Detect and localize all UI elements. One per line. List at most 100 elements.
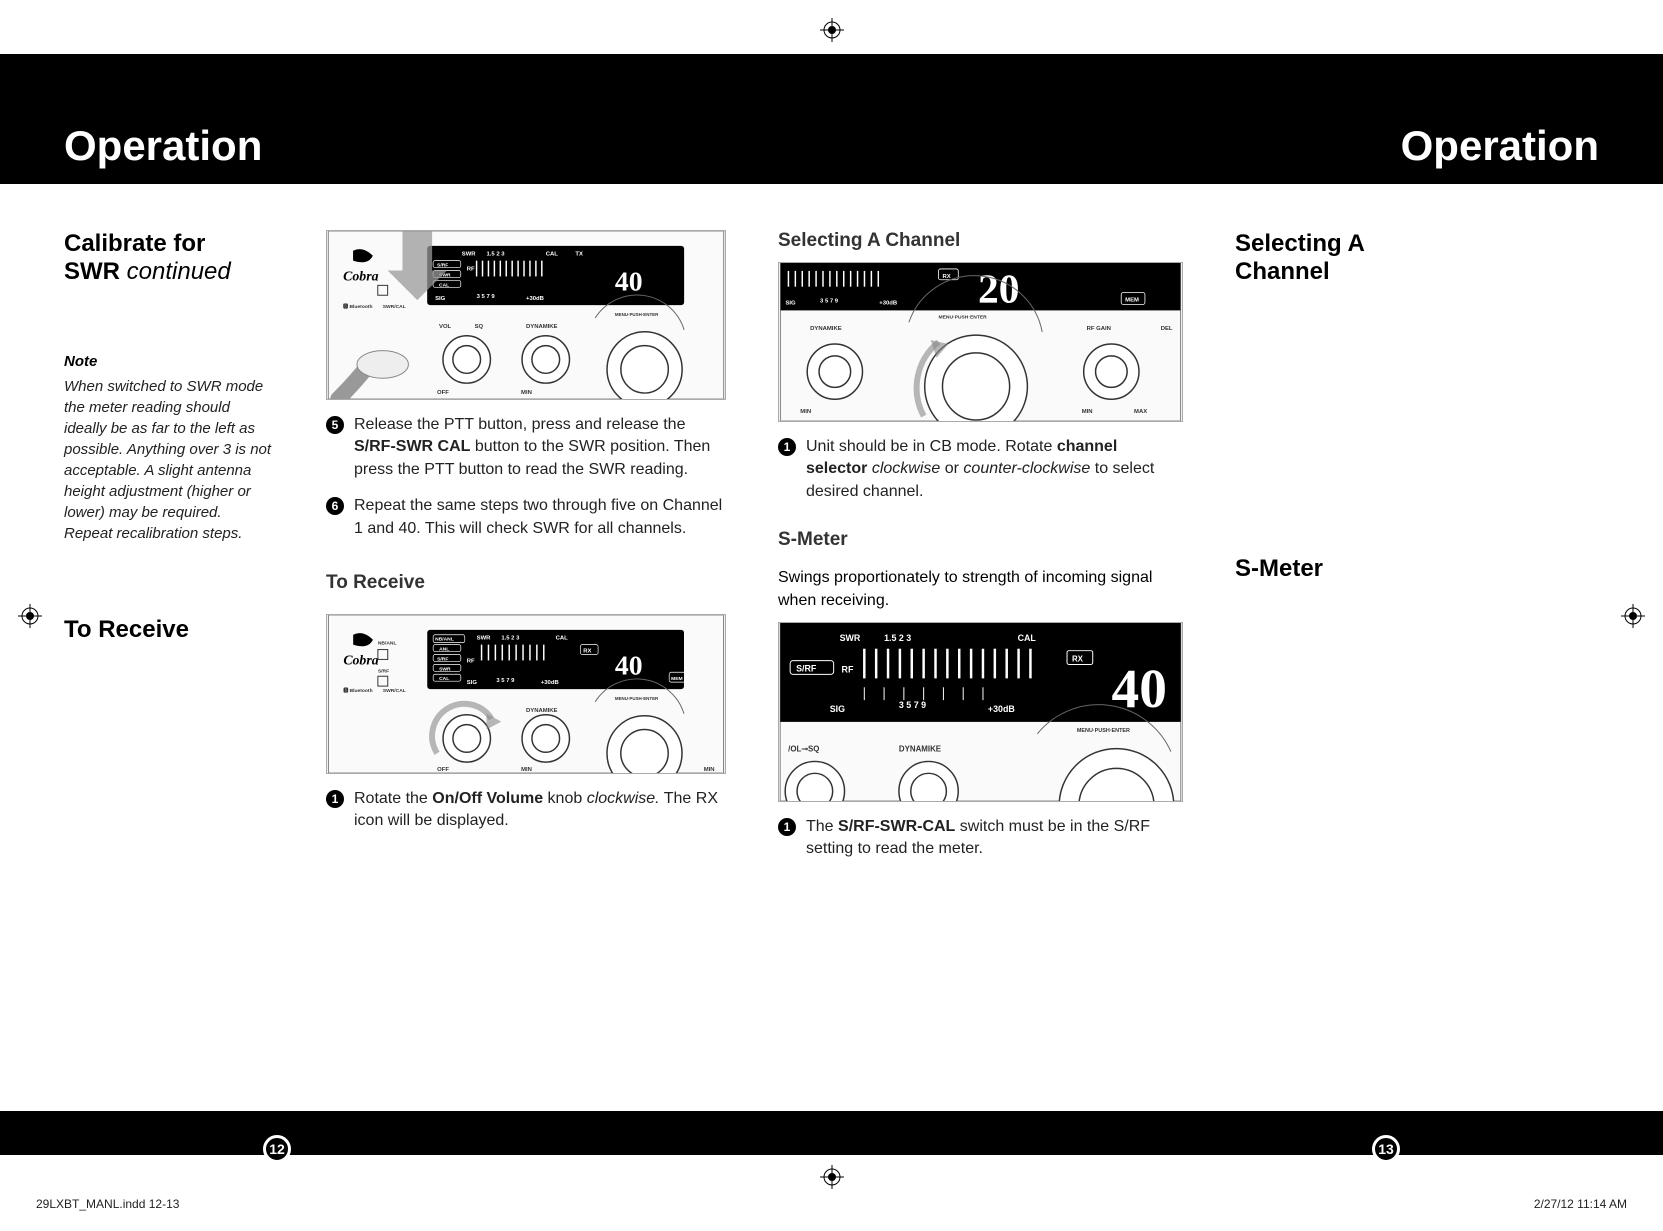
step-number-icon: 5 — [326, 416, 344, 434]
header-title-left: Operation — [64, 122, 262, 170]
registration-mark-icon — [820, 18, 844, 42]
svg-text:SWR: SWR — [477, 636, 492, 642]
svg-text:Cobra: Cobra — [343, 652, 378, 667]
svg-text:/OL⊸SQ: /OL⊸SQ — [788, 745, 819, 754]
svg-text:S/RF: S/RF — [437, 656, 448, 662]
svg-text:MENU·PUSH·ENTER: MENU·PUSH·ENTER — [1077, 728, 1130, 734]
svg-text:CAL: CAL — [556, 636, 569, 642]
svg-text:MIN: MIN — [521, 390, 532, 396]
note-text: When switched to SWR mode the meter read… — [64, 376, 274, 544]
receive-step-1: 1 Rotate the On/Off Volume knob clockwis… — [326, 788, 726, 833]
svg-text:TX: TX — [575, 252, 583, 258]
svg-text:+30dB: +30dB — [541, 680, 559, 686]
selecting-channel-heading: Selecting A Channel — [778, 230, 1183, 252]
radio-illustration-receive: Cobra NB/ANL S/RF 🅱 Bluetooth SWR/CAL NB… — [326, 614, 726, 774]
footer-band — [0, 1111, 1663, 1155]
radio-illustration-swr: Cobra 🅱 Bluetooth SWR/CAL SWR 1.5 2 3 CA… — [326, 230, 726, 400]
svg-text:+30dB: +30dB — [526, 296, 544, 302]
svg-text:SIG: SIG — [467, 680, 478, 686]
svg-text:RF: RF — [467, 267, 475, 273]
svg-text:S/RF: S/RF — [796, 663, 817, 673]
radio-illustration-channel: RX SIG 3 5 7 9 +30dB 20 MEM DYNAMIKE RF … — [778, 262, 1183, 422]
svg-text:MIN: MIN — [800, 409, 811, 415]
channel-step-1: 1 Unit should be in CB mode. Rotate chan… — [778, 436, 1183, 503]
svg-text:SWR/CAL: SWR/CAL — [383, 304, 406, 310]
svg-text:SQ: SQ — [475, 324, 484, 330]
svg-text:Cobra: Cobra — [343, 268, 378, 283]
svg-text:SIG: SIG — [435, 296, 446, 302]
svg-text:RX: RX — [942, 274, 950, 280]
svg-text:MEM: MEM — [1125, 298, 1139, 304]
svg-text:40: 40 — [615, 649, 643, 680]
svg-text:MIN: MIN — [521, 767, 532, 773]
svg-text:SWR/CAL: SWR/CAL — [383, 688, 406, 694]
svg-text:🅱 Bluetooth: 🅱 Bluetooth — [343, 687, 372, 694]
step-number-icon: 6 — [326, 497, 344, 515]
svg-text:🅱 Bluetooth: 🅱 Bluetooth — [343, 303, 372, 310]
svg-text:3 5 7 9: 3 5 7 9 — [477, 294, 496, 300]
svg-text:S/RF: S/RF — [378, 668, 389, 674]
svg-text:3 5 7 9: 3 5 7 9 — [820, 299, 839, 305]
svg-text:OFF: OFF — [437, 390, 449, 396]
svg-text:MENU·PUSH·ENTER: MENU·PUSH·ENTER — [615, 312, 659, 317]
svg-text:NB/ANL: NB/ANL — [435, 637, 454, 643]
svg-text:OFF: OFF — [437, 767, 449, 773]
svg-text:SIG: SIG — [830, 704, 845, 714]
svg-text:MENU·PUSH·ENTER: MENU·PUSH·ENTER — [615, 696, 659, 701]
svg-text:CAL: CAL — [546, 252, 559, 258]
svg-text:ANL: ANL — [439, 647, 449, 653]
svg-text:40: 40 — [1112, 658, 1167, 719]
sidebar-title-smeter: S-Meter — [1235, 555, 1430, 583]
page-number-right: 13 — [1372, 1135, 1400, 1163]
svg-text:NB/ANL: NB/ANL — [378, 641, 397, 647]
registration-mark-icon — [820, 1165, 844, 1189]
svg-text:3 5 7 9: 3 5 7 9 — [899, 700, 926, 710]
registration-mark-icon — [18, 604, 42, 628]
registration-mark-icon — [1621, 604, 1645, 628]
smeter-heading: S-Meter — [778, 529, 1183, 551]
svg-text:1.5 2 3: 1.5 2 3 — [884, 633, 911, 643]
svg-text:MIN: MIN — [704, 767, 715, 773]
radio-illustration-smeter: SWR 1.5 2 3 CAL RX S/RF RF SIG 3 5 7 9 +… — [778, 622, 1183, 802]
smeter-description: Swings proportionately to strength of in… — [778, 567, 1183, 612]
svg-text:RF: RF — [842, 664, 854, 674]
svg-text:CAL: CAL — [439, 676, 449, 682]
svg-text:DYNAMIKE: DYNAMIKE — [526, 324, 558, 330]
step-5: 5 Release the PTT button, press and rele… — [326, 414, 726, 481]
svg-text:MEM: MEM — [671, 676, 682, 682]
svg-text:SWR: SWR — [840, 633, 861, 643]
note-label: Note — [64, 353, 274, 370]
svg-text:RF GAIN: RF GAIN — [1087, 326, 1111, 332]
svg-text:SIG: SIG — [785, 300, 796, 306]
header-title-right: Operation — [1401, 122, 1599, 170]
svg-text:DYNAMIKE: DYNAMIKE — [526, 708, 558, 714]
header-band: Operation Operation — [0, 54, 1663, 184]
svg-text:RX: RX — [583, 648, 591, 654]
svg-text:CAL: CAL — [439, 282, 449, 288]
svg-text:VOL: VOL — [439, 324, 452, 330]
smeter-step-1: 1 The S/RF-SWR-CAL switch must be in the… — [778, 816, 1183, 861]
svg-text:CAL: CAL — [1018, 633, 1037, 643]
svg-text:RF: RF — [467, 658, 475, 664]
svg-text:MIN: MIN — [1082, 409, 1093, 415]
footer-timestamp: 2/27/12 11:14 AM — [1534, 1197, 1627, 1211]
svg-text:SWR: SWR — [439, 666, 451, 672]
sidebar-title-selecting-channel: Selecting AChannel — [1235, 230, 1430, 285]
svg-text:MAX: MAX — [1134, 409, 1147, 415]
svg-text:20: 20 — [978, 266, 1019, 312]
svg-text:S/RF: S/RF — [437, 263, 448, 269]
svg-text:1.5 2 3: 1.5 2 3 — [501, 636, 520, 642]
svg-text:MENU·PUSH·ENTER: MENU·PUSH·ENTER — [939, 314, 988, 320]
to-receive-heading: To Receive — [326, 572, 726, 594]
svg-text:1.5 2 3: 1.5 2 3 — [486, 252, 505, 258]
page-number-left: 12 — [263, 1135, 291, 1163]
svg-text:DYNAMIKE: DYNAMIKE — [899, 745, 941, 754]
sidebar-title-to-receive: To Receive — [64, 616, 274, 644]
svg-text:DYNAMIKE: DYNAMIKE — [810, 326, 842, 332]
svg-text:+30dB: +30dB — [988, 704, 1015, 714]
svg-text:RX: RX — [1072, 655, 1084, 664]
sidebar-title-calibrate: Calibrate for SWR continued — [64, 230, 274, 285]
step-number-icon: 1 — [778, 438, 796, 456]
svg-text:40: 40 — [615, 265, 643, 296]
footer-meta: 29LXBT_MANL.indd 12-13 2/27/12 11:14 AM — [36, 1197, 1627, 1211]
